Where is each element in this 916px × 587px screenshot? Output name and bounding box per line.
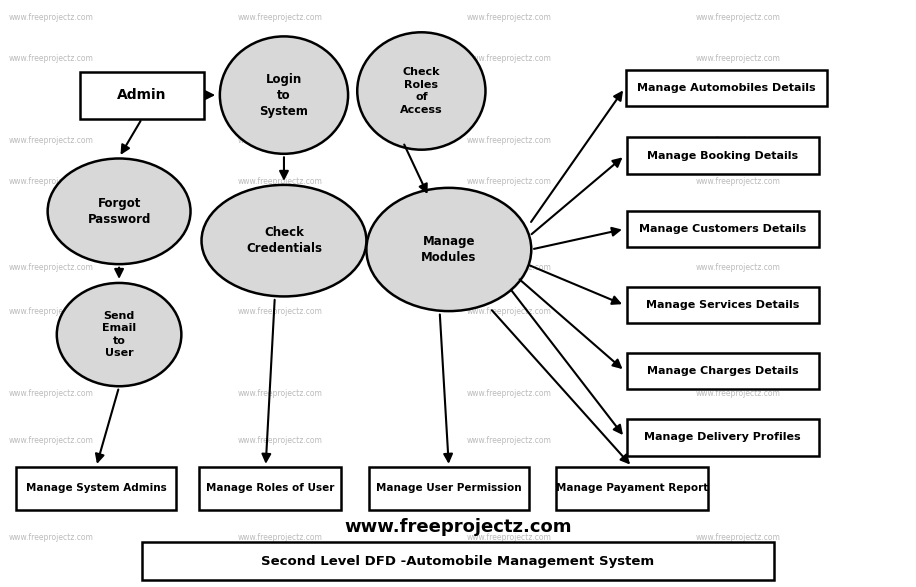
Ellipse shape: [57, 283, 181, 386]
Bar: [626, 70, 827, 106]
Ellipse shape: [366, 188, 531, 311]
Text: www.freeprojectz.com: www.freeprojectz.com: [696, 306, 781, 316]
Text: Second Level DFD -Automobile Management System: Second Level DFD -Automobile Management …: [261, 555, 655, 568]
Text: Manage Payament Report: Manage Payament Report: [556, 483, 708, 494]
Text: www.freeprojectz.com: www.freeprojectz.com: [696, 436, 781, 445]
Text: www.freeprojectz.com: www.freeprojectz.com: [467, 532, 552, 542]
Text: www.freeprojectz.com: www.freeprojectz.com: [696, 389, 781, 398]
Text: www.freeprojectz.com: www.freeprojectz.com: [238, 306, 323, 316]
Text: www.freeprojectz.com: www.freeprojectz.com: [238, 389, 323, 398]
Text: Check
Credentials: Check Credentials: [246, 226, 322, 255]
Text: Manage
Modules: Manage Modules: [421, 235, 476, 264]
Text: www.freeprojectz.com: www.freeprojectz.com: [467, 54, 552, 63]
Bar: [556, 467, 707, 510]
Text: www.freeprojectz.com: www.freeprojectz.com: [696, 177, 781, 187]
Bar: [199, 467, 341, 510]
Bar: [627, 287, 819, 323]
Text: www.freeprojectz.com: www.freeprojectz.com: [9, 436, 94, 445]
Text: www.freeprojectz.com: www.freeprojectz.com: [467, 436, 552, 445]
Text: www.freeprojectz.com: www.freeprojectz.com: [9, 136, 94, 146]
Text: www.freeprojectz.com: www.freeprojectz.com: [238, 262, 323, 272]
Text: Manage Roles of User: Manage Roles of User: [206, 483, 334, 494]
Text: Manage Delivery Profiles: Manage Delivery Profiles: [645, 432, 801, 443]
Text: Check
Roles
of
Access: Check Roles of Access: [400, 68, 442, 114]
Text: www.freeprojectz.com: www.freeprojectz.com: [238, 13, 323, 22]
Bar: [16, 467, 176, 510]
Text: Manage Automobiles Details: Manage Automobiles Details: [637, 83, 816, 93]
Text: www.freeprojectz.com: www.freeprojectz.com: [238, 54, 323, 63]
Bar: [627, 419, 819, 456]
Bar: [627, 137, 819, 174]
Text: www.freeprojectz.com: www.freeprojectz.com: [696, 13, 781, 22]
Text: www.freeprojectz.com: www.freeprojectz.com: [467, 177, 552, 187]
Text: www.freeprojectz.com: www.freeprojectz.com: [344, 518, 572, 535]
Text: Forgot
Password: Forgot Password: [87, 197, 151, 226]
Text: www.freeprojectz.com: www.freeprojectz.com: [238, 436, 323, 445]
Text: www.freeprojectz.com: www.freeprojectz.com: [9, 13, 94, 22]
Text: www.freeprojectz.com: www.freeprojectz.com: [696, 532, 781, 542]
Bar: [142, 542, 774, 580]
Text: Manage Charges Details: Manage Charges Details: [647, 366, 799, 376]
Text: www.freeprojectz.com: www.freeprojectz.com: [9, 54, 94, 63]
Text: www.freeprojectz.com: www.freeprojectz.com: [238, 532, 323, 542]
Text: Admin: Admin: [117, 88, 167, 102]
Ellipse shape: [220, 36, 348, 154]
Text: Manage Booking Details: Manage Booking Details: [648, 150, 798, 161]
Text: www.freeprojectz.com: www.freeprojectz.com: [696, 262, 781, 272]
Text: www.freeprojectz.com: www.freeprojectz.com: [467, 262, 552, 272]
Text: www.freeprojectz.com: www.freeprojectz.com: [9, 532, 94, 542]
Text: www.freeprojectz.com: www.freeprojectz.com: [696, 136, 781, 146]
Bar: [368, 467, 529, 510]
Text: Manage System Admins: Manage System Admins: [26, 483, 167, 494]
Bar: [627, 353, 819, 389]
Bar: [627, 211, 819, 247]
Text: www.freeprojectz.com: www.freeprojectz.com: [9, 306, 94, 316]
Text: Manage User Permission: Manage User Permission: [376, 483, 521, 494]
Text: www.freeprojectz.com: www.freeprojectz.com: [9, 177, 94, 187]
Text: www.freeprojectz.com: www.freeprojectz.com: [9, 389, 94, 398]
Text: Manage Services Details: Manage Services Details: [646, 300, 800, 311]
Text: www.freeprojectz.com: www.freeprojectz.com: [9, 262, 94, 272]
Text: Login
to
System: Login to System: [259, 73, 309, 117]
Text: www.freeprojectz.com: www.freeprojectz.com: [696, 54, 781, 63]
Text: Send
Email
to
User: Send Email to User: [102, 311, 136, 358]
Ellipse shape: [357, 32, 485, 150]
Text: www.freeprojectz.com: www.freeprojectz.com: [467, 306, 552, 316]
Text: www.freeprojectz.com: www.freeprojectz.com: [238, 136, 323, 146]
Text: www.freeprojectz.com: www.freeprojectz.com: [467, 389, 552, 398]
Ellipse shape: [202, 185, 366, 296]
Text: www.freeprojectz.com: www.freeprojectz.com: [467, 136, 552, 146]
Text: www.freeprojectz.com: www.freeprojectz.com: [238, 177, 323, 187]
Ellipse shape: [48, 158, 191, 264]
Text: www.freeprojectz.com: www.freeprojectz.com: [467, 13, 552, 22]
Bar: [80, 72, 203, 119]
Text: Manage Customers Details: Manage Customers Details: [639, 224, 806, 234]
